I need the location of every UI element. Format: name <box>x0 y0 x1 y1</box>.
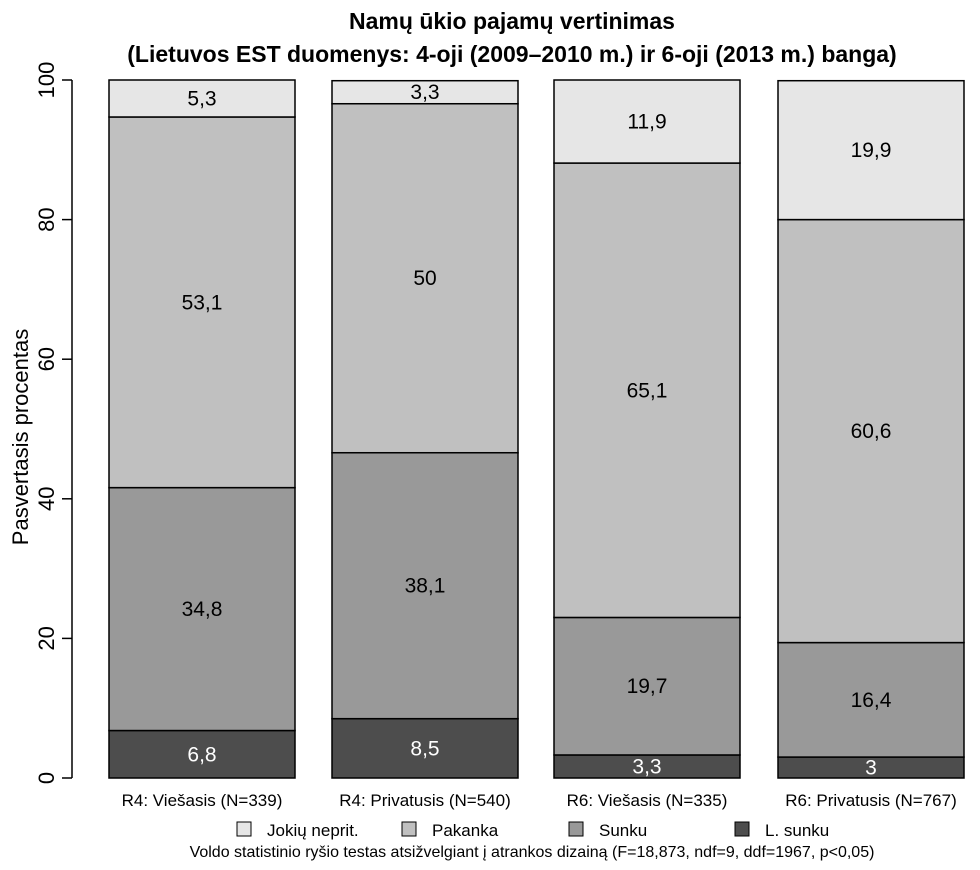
data-label: 16,4 <box>851 689 892 712</box>
data-label: 3,3 <box>632 755 661 778</box>
data-label: 6,8 <box>187 743 216 766</box>
y-axis-label: Pasvertasis procentas <box>8 329 33 545</box>
legend-swatch <box>236 821 252 837</box>
legend-item: L. sunku <box>734 821 829 840</box>
test-note: Voldo statistinio ryšio testas atsižvelg… <box>190 844 875 861</box>
bar-segment <box>553 79 741 164</box>
legend-swatch <box>401 821 417 837</box>
data-label: 65,1 <box>627 379 668 402</box>
y-axis: 0 20 40 60 80 100 <box>34 62 73 784</box>
data-label: 50 <box>413 267 436 290</box>
data-label: 60,6 <box>851 420 892 443</box>
legend-label: Pakanka <box>432 821 499 840</box>
bar-segment <box>553 616 741 756</box>
legend-item: Sunku <box>568 821 647 840</box>
legend-item: Pakanka <box>401 821 499 840</box>
category-label: R6: Privatusis (N=767) <box>785 791 956 810</box>
bar-segment <box>331 451 519 720</box>
data-label: 34,8 <box>182 598 223 621</box>
data-label: 3 <box>865 757 877 780</box>
bar-segment <box>777 641 965 758</box>
legend: Jokių neprit. Pakanka Sunku L. sunku <box>236 821 829 840</box>
legend-item: Jokių neprit. <box>236 821 359 840</box>
data-label: 11,9 <box>627 111 666 134</box>
bar-segment <box>331 79 519 105</box>
data-label: 8,5 <box>410 737 439 760</box>
legend-label: L. sunku <box>765 821 829 840</box>
bar-segment <box>331 102 519 454</box>
bar-group: 6,8 34,8 53,1 5,3 <box>108 79 296 779</box>
data-label: 5,3 <box>187 87 216 110</box>
y-tick-label: 60 <box>34 347 59 371</box>
bar-group: 3 16,4 60,6 19,9 <box>777 79 965 780</box>
data-label: 38,1 <box>405 575 446 598</box>
bar-segment <box>777 79 965 221</box>
y-tick-label: 20 <box>34 626 59 650</box>
bar-segment <box>553 162 741 619</box>
legend-label: Sunku <box>599 821 647 840</box>
bar-group: 8,5 38,1 50 3,3 <box>331 79 519 779</box>
bar-segment <box>108 729 296 779</box>
legend-swatch <box>568 821 584 837</box>
data-label: 19,9 <box>851 139 892 162</box>
data-label: 19,7 <box>627 675 668 698</box>
bar-segment <box>108 79 296 118</box>
bar-segment <box>108 116 296 489</box>
bar-segment <box>777 218 965 644</box>
bar-segment <box>108 486 296 732</box>
y-tick-label: 0 <box>34 772 59 784</box>
category-label: R4: Privatusis (N=540) <box>339 791 510 810</box>
category-labels: R4: Viešasis (N=339) R4: Privatusis (N=54… <box>122 791 957 810</box>
category-label: R4: Viešasis (N=339) <box>122 791 283 810</box>
bar-segment <box>331 717 519 779</box>
data-label: 3,3 <box>410 81 439 104</box>
bar-group: 3,3 19,7 65,1 11,9 <box>553 79 741 779</box>
legend-swatch <box>734 821 750 837</box>
y-tick-label: 40 <box>34 487 59 511</box>
legend-label: Jokių neprit. <box>267 821 359 840</box>
data-label: 53,1 <box>182 291 223 314</box>
y-tick-label: 100 <box>34 62 59 99</box>
chart-subtitle: (Lietuvos EST duomenys: 4-oji (2009–2010… <box>127 41 896 67</box>
y-tick-label: 80 <box>34 207 59 231</box>
bars: 6,8 34,8 53,1 5,3 8,5 38,1 50 3,3 3,3 19,7 65,1 11,… <box>108 79 965 780</box>
category-label: R6: Viešasis (N=335) <box>567 791 728 810</box>
chart-title: Namų ūkio pajamų vertinimas <box>349 8 675 34</box>
